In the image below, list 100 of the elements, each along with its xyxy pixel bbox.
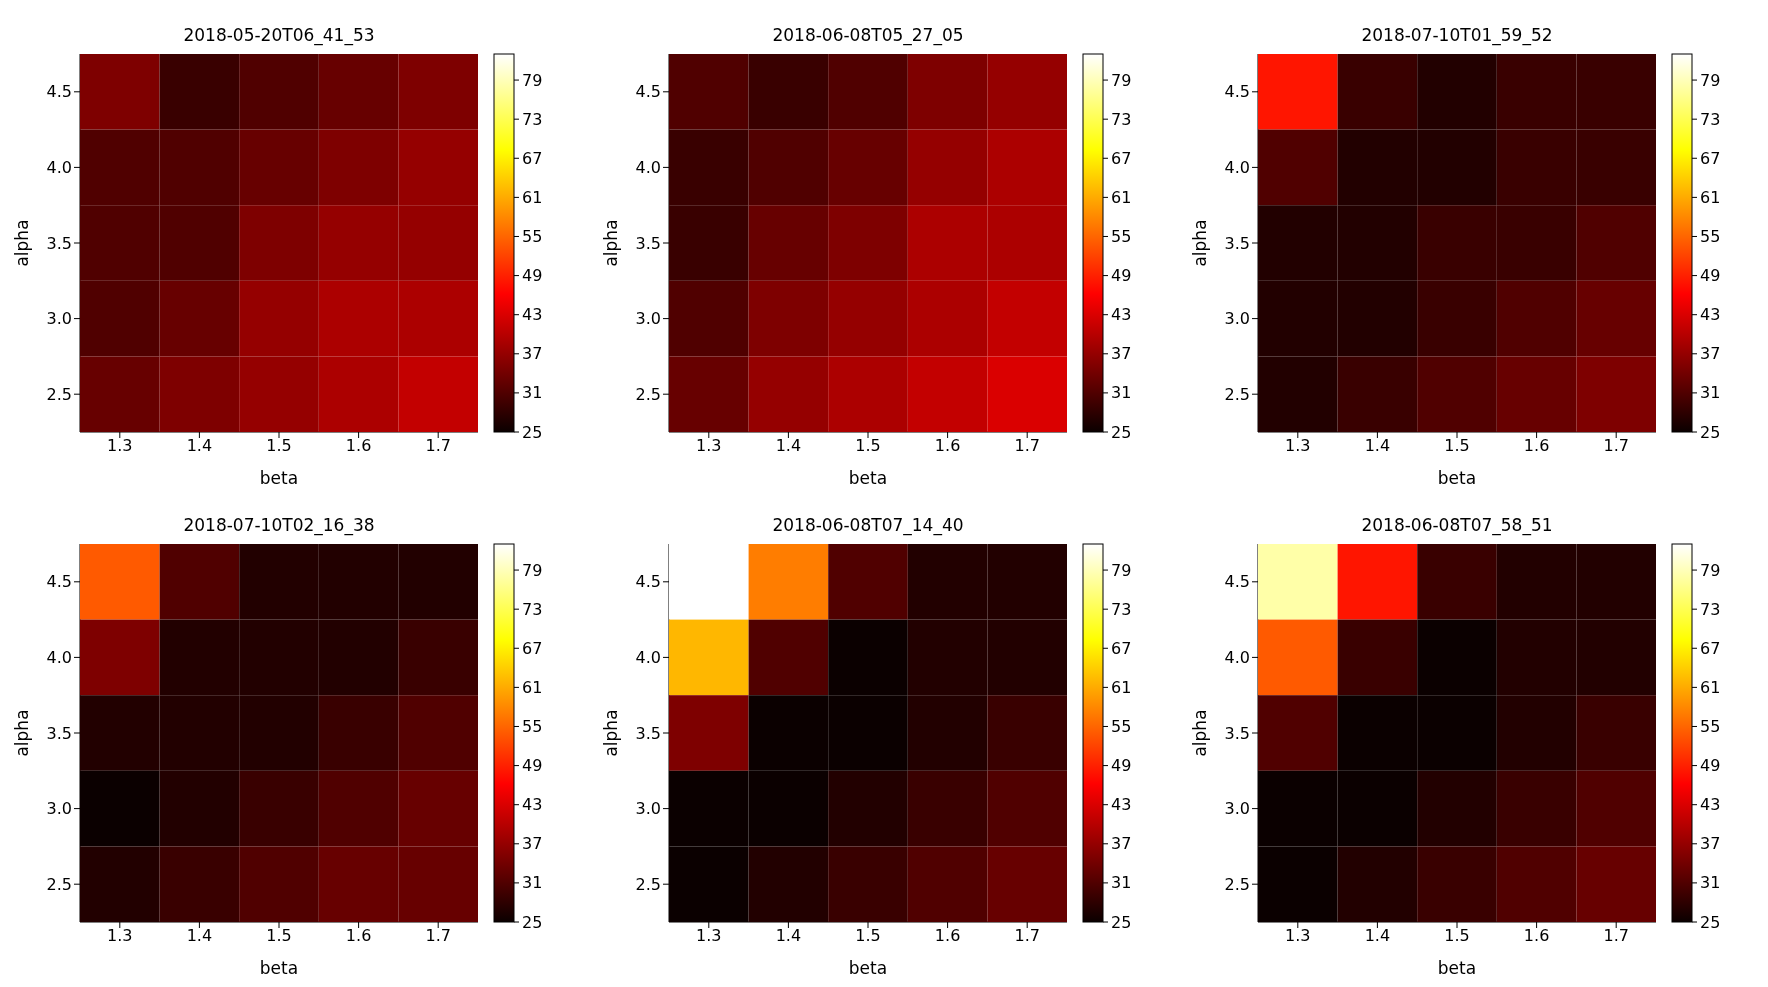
x-tick-label: 1.3 <box>107 436 133 456</box>
color-bar-label: 55 <box>1700 717 1721 737</box>
x-tick-label: 1.5 <box>266 436 292 456</box>
color-bar-label: 43 <box>1700 305 1721 325</box>
y-tick-label: 3.0 <box>635 799 661 819</box>
color-bar-label: 67 <box>522 148 543 168</box>
x-tick-label: 1.5 <box>266 926 292 946</box>
y-tick-label: 2.5 <box>635 384 661 404</box>
y-tick-label: 4.5 <box>46 82 72 102</box>
color-bar-label: 61 <box>522 677 543 697</box>
x-tick-label: 1.7 <box>1014 436 1040 456</box>
color-bar-label: 61 <box>1111 187 1132 207</box>
color-bar-label: 43 <box>522 305 543 325</box>
y-tick-label: 2.5 <box>1224 874 1250 894</box>
color-bar-label: 37 <box>1111 344 1132 364</box>
color-bar-label: 55 <box>1700 227 1721 247</box>
x-tick-label: 1.6 <box>345 926 372 946</box>
y-tick-label: 3.5 <box>1224 233 1250 253</box>
y-tick-label: 2.5 <box>1224 384 1250 404</box>
color-bar-label: 73 <box>522 599 543 619</box>
x-axis-title: beta <box>848 468 888 488</box>
color-bar-label: 61 <box>1111 677 1132 697</box>
color-bar-label: 79 <box>522 560 543 580</box>
y-tick-label: 4.0 <box>635 158 661 178</box>
color-bar-label: 73 <box>1700 109 1721 129</box>
color-bar-label: 61 <box>1700 677 1721 697</box>
y-tick-label: 3.5 <box>1224 723 1250 743</box>
color-bar-label: 55 <box>522 717 543 737</box>
x-tick-label: 1.5 <box>1444 436 1470 456</box>
x-tick-label: 1.6 <box>934 926 961 946</box>
chart-title: 2018-06-08T07_58_51 <box>1360 514 1554 538</box>
y-tick-label: 4.5 <box>635 82 661 102</box>
y-tick-label: 4.5 <box>635 572 661 592</box>
y-axis-title: alpha <box>12 709 33 757</box>
y-axis-title: alpha <box>601 709 622 757</box>
chart-title: 2018-07-10T02_16_38 <box>182 514 376 538</box>
color-bar-label: 73 <box>1111 599 1132 619</box>
color-bar-label: 25 <box>522 912 543 932</box>
color-bar-label: 73 <box>522 109 543 129</box>
x-tick-label: 1.4 <box>1364 926 1391 946</box>
color-bar-label: 25 <box>1111 912 1132 932</box>
x-tick-label: 1.4 <box>775 926 802 946</box>
color-bar-label: 79 <box>1700 70 1721 90</box>
y-axis-title: alpha <box>12 219 33 267</box>
color-bar-label: 37 <box>1111 834 1132 854</box>
y-tick-label: 4.0 <box>635 648 661 668</box>
color-bar-label: 37 <box>1700 834 1721 854</box>
chart-title: 2018-05-20T06_41_53 <box>182 24 376 48</box>
x-tick-label: 1.6 <box>1523 926 1550 946</box>
x-axis-title: beta <box>1437 958 1477 978</box>
color-bar-label: 37 <box>522 834 543 854</box>
y-tick-label: 3.0 <box>635 309 661 329</box>
chart-title: 2018-06-08T05_27_05 <box>771 24 965 48</box>
color-bar-label: 49 <box>1700 756 1721 776</box>
x-tick-label: 1.7 <box>425 926 451 946</box>
color-bar-label: 73 <box>1111 109 1132 129</box>
color-bar-label: 25 <box>1700 422 1721 442</box>
x-tick-label: 1.5 <box>1444 926 1470 946</box>
y-tick-label: 3.0 <box>1224 799 1250 819</box>
color-bar-label: 55 <box>522 227 543 247</box>
color-bar-label: 49 <box>522 266 543 286</box>
x-tick-label: 1.7 <box>1014 926 1040 946</box>
color-bar-label: 55 <box>1111 717 1132 737</box>
y-axis-title: alpha <box>1190 219 1211 267</box>
x-tick-label: 1.7 <box>1603 926 1629 946</box>
color-bar-label: 73 <box>1700 599 1721 619</box>
color-bar-label: 43 <box>1700 795 1721 815</box>
y-tick-label: 3.5 <box>46 233 72 253</box>
x-axis-title: beta <box>1437 468 1477 488</box>
x-tick-label: 1.5 <box>855 436 881 456</box>
y-axis-title: alpha <box>601 219 622 267</box>
x-tick-label: 1.5 <box>855 926 881 946</box>
x-tick-label: 1.3 <box>1285 436 1311 456</box>
y-axis-title: alpha <box>1190 709 1211 757</box>
x-tick-label: 1.3 <box>107 926 133 946</box>
color-bar-label: 67 <box>1111 148 1132 168</box>
x-axis-title: beta <box>259 958 299 978</box>
color-bar-label: 43 <box>1111 305 1132 325</box>
color-bar-label: 25 <box>1111 422 1132 442</box>
x-axis-title: beta <box>848 958 888 978</box>
y-tick-label: 3.0 <box>46 799 72 819</box>
y-tick-label: 2.5 <box>46 874 72 894</box>
y-tick-label: 3.5 <box>635 233 661 253</box>
y-tick-label: 4.5 <box>1224 572 1250 592</box>
color-bar-label: 55 <box>1111 227 1132 247</box>
x-tick-label: 1.4 <box>1364 436 1391 456</box>
color-bar-label: 67 <box>1111 638 1132 658</box>
color-bar-label: 25 <box>1700 912 1721 932</box>
chart-title: 2018-07-10T01_59_52 <box>1360 24 1554 48</box>
x-axis-title: beta <box>259 468 299 488</box>
y-tick-label: 3.5 <box>46 723 72 743</box>
color-bar-label: 79 <box>1111 560 1132 580</box>
y-tick-label: 2.5 <box>46 384 72 404</box>
color-bar-label: 79 <box>1111 70 1132 90</box>
color-bar-label: 79 <box>522 70 543 90</box>
x-tick-label: 1.6 <box>345 436 372 456</box>
x-tick-label: 1.7 <box>1603 436 1629 456</box>
y-tick-label: 4.0 <box>46 158 72 178</box>
y-tick-label: 3.5 <box>635 723 661 743</box>
color-bar-label: 25 <box>522 422 543 442</box>
